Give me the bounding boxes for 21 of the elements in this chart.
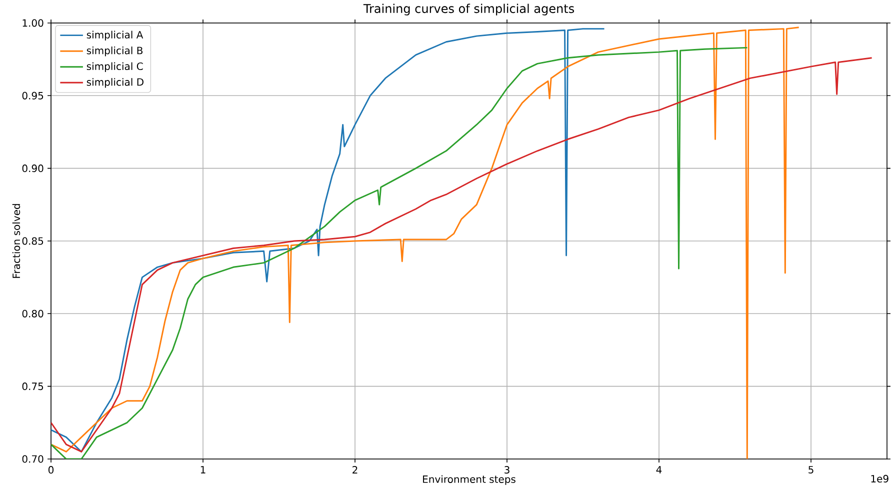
x-tick-label: 1 <box>200 466 206 474</box>
text: 1e9 <box>871 474 888 482</box>
chart-title: Training curves of simplicial agents <box>363 4 574 16</box>
y-tick-label: 0.70 <box>22 455 44 463</box>
x-tick-label: 2 <box>352 466 358 474</box>
x-axis-title: Environment steps <box>423 475 516 485</box>
y-axis-title: Fraction solved <box>12 204 20 278</box>
legend-label: simplicial B <box>86 46 142 56</box>
y-tick-label: 0.90 <box>22 164 44 172</box>
y-tick-label: 0.85 <box>22 237 44 245</box>
legend-label: simplicial C <box>86 62 143 72</box>
legend-label: simplicial D <box>86 78 144 88</box>
y-tick-label: 0.75 <box>22 382 44 390</box>
x-tick-label: 4 <box>656 466 662 474</box>
x-tick-label: 3 <box>504 466 510 474</box>
legend-label: simplicial A <box>86 30 144 40</box>
x-tick-label: 5 <box>808 466 814 474</box>
y-tick-label: 1.00 <box>22 19 44 27</box>
x-tick-label: 0 <box>48 466 54 474</box>
y-tick-label: 0.95 <box>22 92 44 100</box>
y-tick-label: 0.80 <box>22 310 44 318</box>
